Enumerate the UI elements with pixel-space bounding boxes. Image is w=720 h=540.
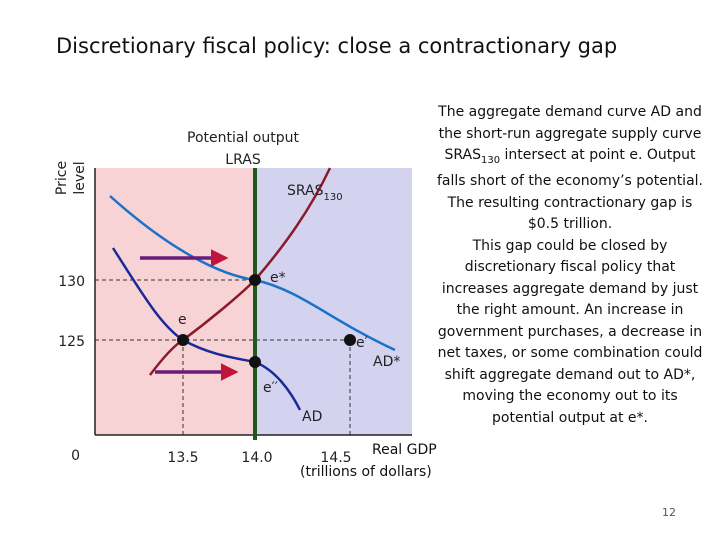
x-tick-label: 14.0: [241, 450, 272, 466]
ad-curve: [111, 247, 302, 411]
x-tick-label: 14.5: [320, 450, 351, 466]
lras-label: Potential output: [187, 130, 299, 146]
description-line: The aggregate demand curve AD and: [438, 104, 702, 120]
x-tick-label: 13.5: [167, 450, 198, 466]
page-number: 12: [662, 506, 676, 519]
x-axis-label: Real GDP: [372, 442, 437, 458]
potential-region: [255, 168, 412, 435]
y-tick-label: 125: [58, 334, 85, 350]
x-axis-label: (trillions of dollars): [300, 464, 432, 480]
sras-label: SRAS130: [287, 183, 343, 203]
curve-label: AD: [302, 409, 322, 425]
description-line: potential output at e*.: [492, 409, 648, 426]
point: [344, 334, 356, 346]
description: The aggregate demand curve AD and the sh…: [420, 102, 720, 429]
description-line: the right amount. An increase in: [456, 302, 684, 319]
lras-label: LRAS: [225, 152, 261, 168]
point: [249, 356, 261, 368]
description-line: The resulting contractionary gap is: [447, 194, 693, 211]
description-line: increases aggregate demand by just: [441, 280, 699, 297]
point-label: e*: [270, 270, 286, 286]
point-label: e′: [356, 335, 368, 351]
description-line: falls short of the economy’s potential.: [437, 173, 703, 190]
description-line: government purchases, a decrease in: [437, 323, 703, 340]
gap-region: [95, 168, 255, 435]
description-line: SRAS130 intersect at point e. Output: [420, 145, 720, 171]
y-tick-label: 0: [71, 448, 80, 464]
point-label: e: [178, 312, 187, 328]
curve-label: AD*: [373, 354, 400, 370]
y-tick-label: 130: [58, 274, 85, 290]
description-line: This gap could be closed by: [472, 237, 668, 254]
description-line: shift aggregate demand out to AD*,: [444, 366, 696, 383]
description-line: discretionary fiscal policy that: [464, 259, 676, 276]
sras-subscript: 130: [324, 192, 343, 203]
description-line: net taxes, or some combination could: [437, 345, 703, 362]
y-axis-label: level: [72, 161, 88, 194]
sras-curve: [149, 167, 332, 376]
description-text: intersect at point e. Output: [500, 147, 696, 163]
sras-subscript: 130: [480, 154, 501, 166]
point: [177, 334, 189, 346]
slide-title: Discretionary fiscal policy: close a con…: [56, 34, 618, 58]
sras-text: SRAS: [287, 183, 324, 199]
description-line: the short-run aggregate supply curve: [438, 125, 702, 142]
point: [249, 274, 261, 286]
diagram: Price level Potential output LRAS SRAS13…: [54, 130, 412, 466]
description-line: $0.5 trillion.: [527, 216, 613, 233]
description-line: moving the economy out to its: [462, 388, 678, 405]
y-axis-label: Price: [54, 161, 70, 195]
point-label: e′′: [263, 380, 278, 396]
sras-text: SRAS: [444, 147, 481, 163]
